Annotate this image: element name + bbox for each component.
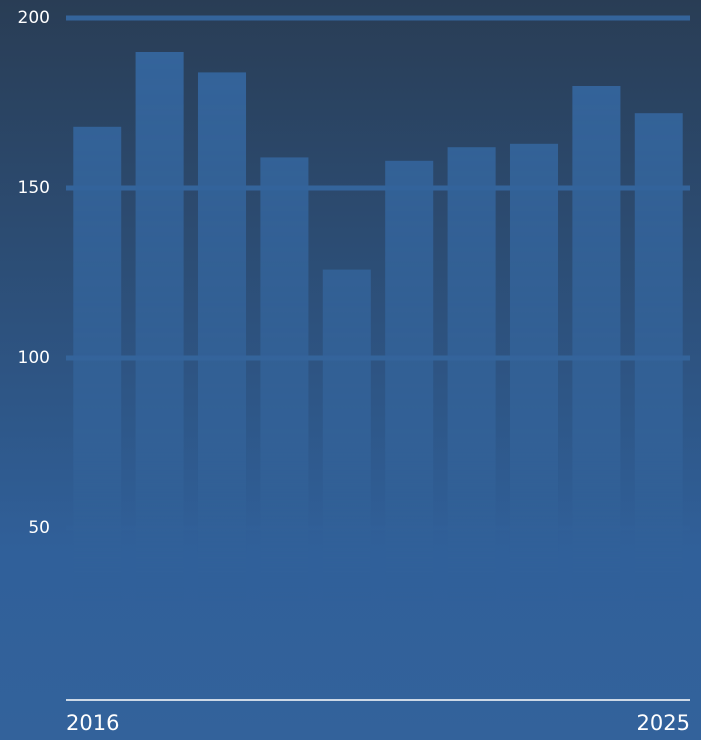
bar	[572, 86, 621, 698]
bar	[135, 52, 184, 698]
y-tick-label: 100	[18, 348, 50, 368]
bar	[447, 147, 496, 698]
x-tick-label: 2025	[637, 711, 690, 735]
bar	[260, 157, 309, 698]
y-tick-label: 200	[18, 8, 50, 28]
y-tick-label: 150	[18, 178, 50, 198]
bar	[322, 269, 371, 698]
x-tick-label: 2016	[66, 711, 119, 735]
bar	[73, 126, 122, 699]
bar	[634, 113, 683, 698]
bar	[509, 143, 559, 699]
bars	[73, 52, 683, 699]
bar	[385, 160, 434, 699]
bar	[197, 72, 247, 698]
y-tick-label: 50	[28, 518, 50, 538]
